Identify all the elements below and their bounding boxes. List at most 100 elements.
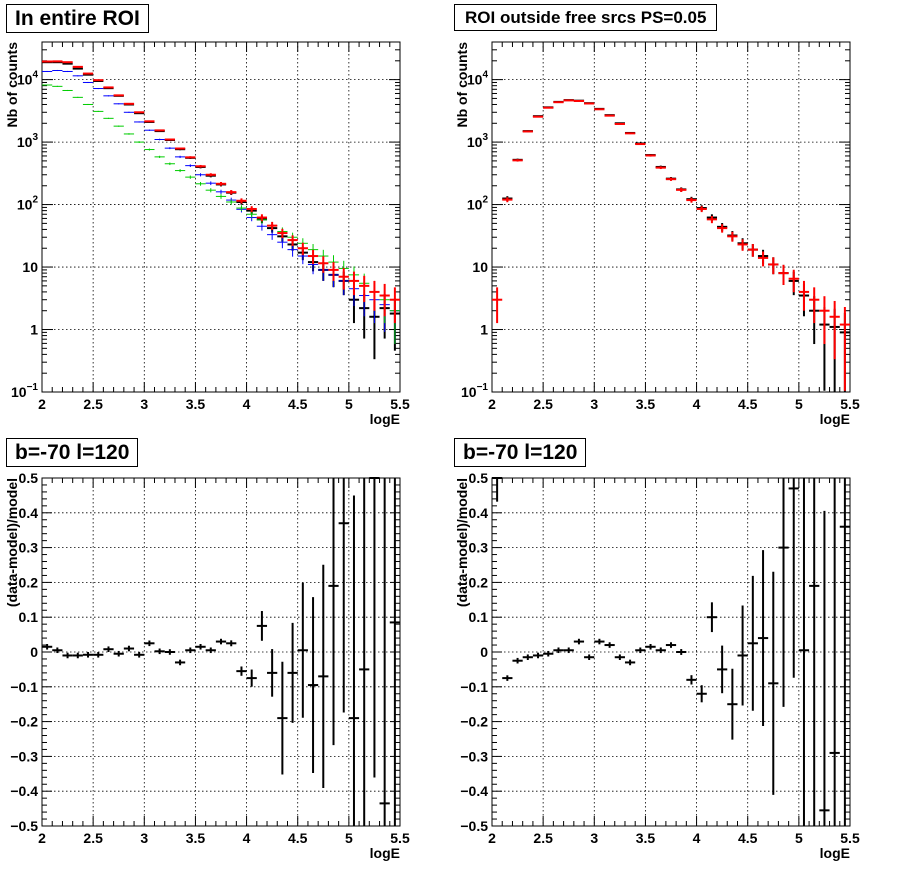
chart-panel-3: 2 2.5 3 3.5 4 4.5 5 5.5 −0.5 −0.4 −0.3 −0.2 −0.1 0 0.1… <box>454 470 860 861</box>
data-point <box>185 156 196 159</box>
x-tick-label: 2 <box>38 830 46 846</box>
data-point <box>256 214 268 222</box>
data-point <box>737 605 748 706</box>
data-point <box>778 478 789 707</box>
x-tick-label: 5.5 <box>840 830 860 846</box>
x-tick-label: 3.5 <box>636 830 656 846</box>
data-point <box>174 659 186 666</box>
data-point <box>93 87 104 90</box>
data-point <box>747 244 758 257</box>
y-tick-label: −0.5 <box>460 818 488 834</box>
data-point <box>195 182 206 186</box>
data-point <box>318 564 329 788</box>
data-point <box>42 70 53 73</box>
y-tick-label: 0.1 <box>19 609 39 625</box>
y-tick-label: 0 <box>480 644 488 660</box>
data-point <box>103 95 114 97</box>
data-point <box>788 269 799 293</box>
data-point <box>215 194 227 199</box>
y-tick-label: −0.5 <box>10 818 38 834</box>
y-tick-label: −0.2 <box>10 714 38 730</box>
x-axis-label: logE <box>370 411 400 427</box>
data-point <box>747 575 758 711</box>
data-point <box>614 654 625 661</box>
data-point <box>62 89 73 92</box>
x-tick-label: 4 <box>243 830 251 846</box>
data-point <box>645 154 656 157</box>
plot-frame <box>491 41 851 393</box>
data-point <box>624 659 636 666</box>
y-tick-label: 10 <box>22 259 38 275</box>
data-point <box>215 189 227 195</box>
data-point <box>287 622 298 723</box>
data-point <box>62 61 73 64</box>
data-point <box>236 205 247 212</box>
data-point <box>809 287 820 324</box>
data-point <box>665 177 677 181</box>
data-point <box>338 268 349 290</box>
data-point <box>522 130 533 133</box>
data-point <box>267 230 278 240</box>
x-tick-label: 2 <box>488 830 496 846</box>
x-tick-label: 4 <box>693 830 701 846</box>
data-point <box>829 300 840 360</box>
data-point <box>144 640 155 647</box>
data-point <box>635 143 646 146</box>
data-point <box>103 646 114 652</box>
data-point <box>819 296 830 345</box>
x-tick-label: 4 <box>693 396 701 412</box>
y-tick-label: −0.3 <box>460 748 488 764</box>
data-point <box>185 164 196 167</box>
data-point <box>737 239 748 251</box>
x-tick-label: 4 <box>243 396 251 412</box>
x-tick-label: 4.5 <box>288 396 308 412</box>
data-point <box>174 155 186 159</box>
data-point <box>543 650 554 657</box>
y-tick-label: −0.4 <box>460 783 488 799</box>
y-axis-label: Nb of counts <box>4 42 20 128</box>
data-point <box>93 79 104 82</box>
data-point <box>236 666 247 676</box>
data-point <box>42 60 53 63</box>
data-point <box>696 685 707 703</box>
data-point <box>717 224 728 233</box>
data-point <box>123 133 135 135</box>
x-tick-label: 2.5 <box>83 830 103 846</box>
x-tick-label: 4.5 <box>738 396 758 412</box>
y-tick-label: 0.2 <box>469 574 489 590</box>
data-point <box>174 169 186 173</box>
data-point <box>93 652 104 658</box>
data-point <box>195 643 206 650</box>
data-point <box>686 197 697 203</box>
data-point <box>543 106 554 109</box>
data-point <box>82 72 94 75</box>
data-point <box>348 271 360 296</box>
y-tick-label: −0.1 <box>460 679 488 695</box>
data-point <box>277 661 288 775</box>
data-point <box>123 111 135 113</box>
y-tick-label: 102 <box>467 195 489 213</box>
data-point <box>778 264 789 285</box>
data-point <box>727 668 738 740</box>
data-point <box>389 287 400 324</box>
data-point <box>62 652 73 659</box>
data-point <box>839 478 850 826</box>
data-point <box>215 638 227 645</box>
data-point <box>502 197 513 203</box>
data-point <box>287 244 298 257</box>
data-point <box>113 650 124 657</box>
y-tick-label: 0.5 <box>19 470 39 486</box>
y-tick-label: 102 <box>17 195 39 213</box>
x-tick-label: 5 <box>795 830 803 846</box>
x-tick-label: 5 <box>795 396 803 412</box>
data-point <box>604 114 615 117</box>
data-point <box>246 211 257 218</box>
y-tick-label: 103 <box>467 132 489 150</box>
data-point <box>594 108 605 111</box>
data-point <box>676 649 687 655</box>
chart-panel-2: 2 2.5 3 3.5 4 4.5 5 5.5 −0.5 −0.4 −0.3 −0.2 −0.1 0 0.1… <box>4 470 410 861</box>
data-point <box>532 115 544 118</box>
series-0 <box>492 477 850 826</box>
data-point <box>287 235 298 246</box>
